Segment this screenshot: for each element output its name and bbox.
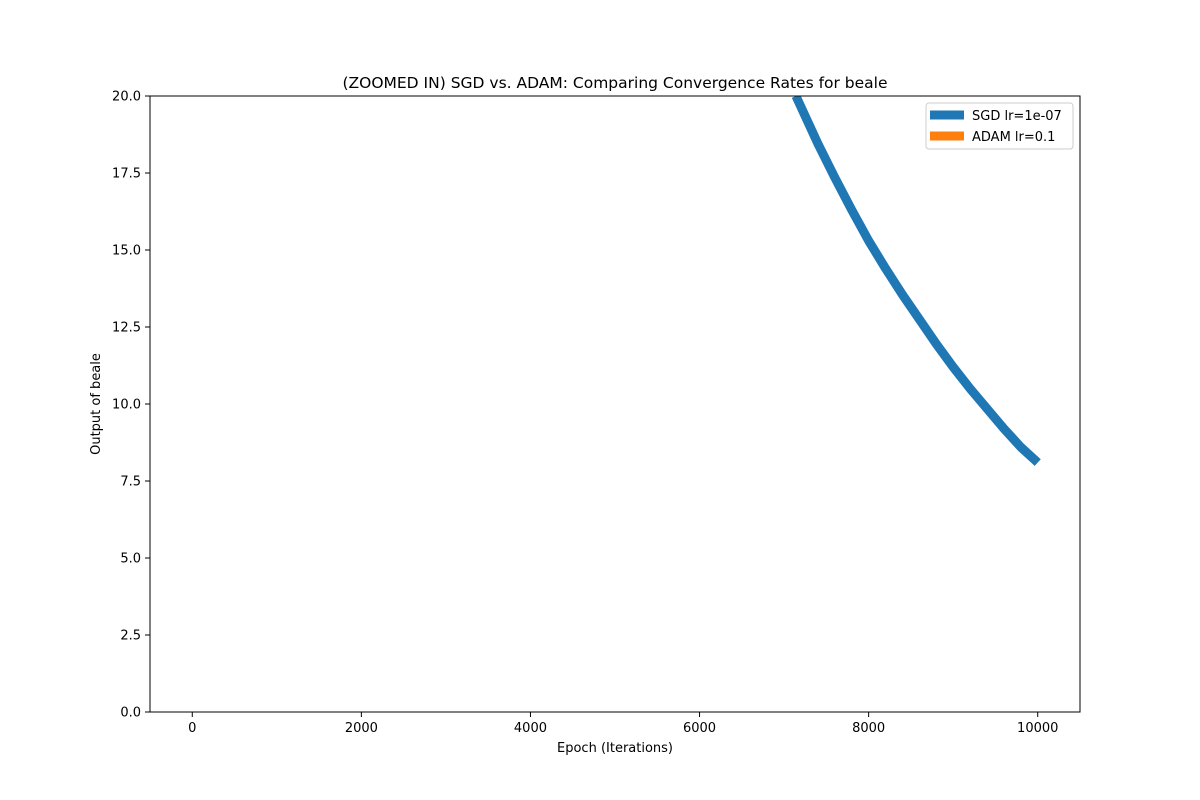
- y-tick-label: 2.5: [120, 629, 141, 644]
- chart-title: (ZOOMED IN) SGD vs. ADAM: Comparing Conv…: [342, 74, 887, 92]
- x-tick-label: 0: [188, 721, 196, 736]
- y-axis-label: Output of beale: [89, 353, 104, 455]
- series-line-sgd: [791, 96, 1041, 466]
- y-tick-label: 20.0: [112, 90, 141, 105]
- x-tick-label: 6000: [683, 721, 716, 736]
- y-tick-label: 5.0: [120, 552, 141, 567]
- legend-label-sgd: SGD lr=1e-07: [972, 109, 1062, 124]
- plot-area: [150, 96, 1080, 712]
- x-axis-label: Epoch (Iterations): [557, 741, 673, 756]
- x-axis-ticks: 0 2000 4000 6000 8000 10000: [188, 712, 1058, 736]
- y-tick-label: 10.0: [112, 398, 141, 413]
- x-tick-label: 10000: [1017, 721, 1058, 736]
- y-tick-label: 7.5: [120, 475, 141, 490]
- y-tick-label: 12.5: [112, 321, 141, 336]
- x-tick-label: 2000: [345, 721, 378, 736]
- y-tick-label: 0.0: [120, 706, 141, 721]
- legend: SGD lr=1e-07 ADAM lr=0.1: [925, 102, 1074, 150]
- legend-label-adam: ADAM lr=0.1: [972, 130, 1055, 145]
- y-tick-label: 17.5: [112, 167, 141, 182]
- y-axis-ticks: 0.0 2.5 5.0 7.5 10.0 12.5 15.0 17.5 20.0: [112, 90, 150, 721]
- x-tick-label: 8000: [852, 721, 885, 736]
- y-tick-label: 15.0: [112, 244, 141, 259]
- series-layer: [791, 96, 1041, 466]
- x-tick-label: 4000: [514, 721, 547, 736]
